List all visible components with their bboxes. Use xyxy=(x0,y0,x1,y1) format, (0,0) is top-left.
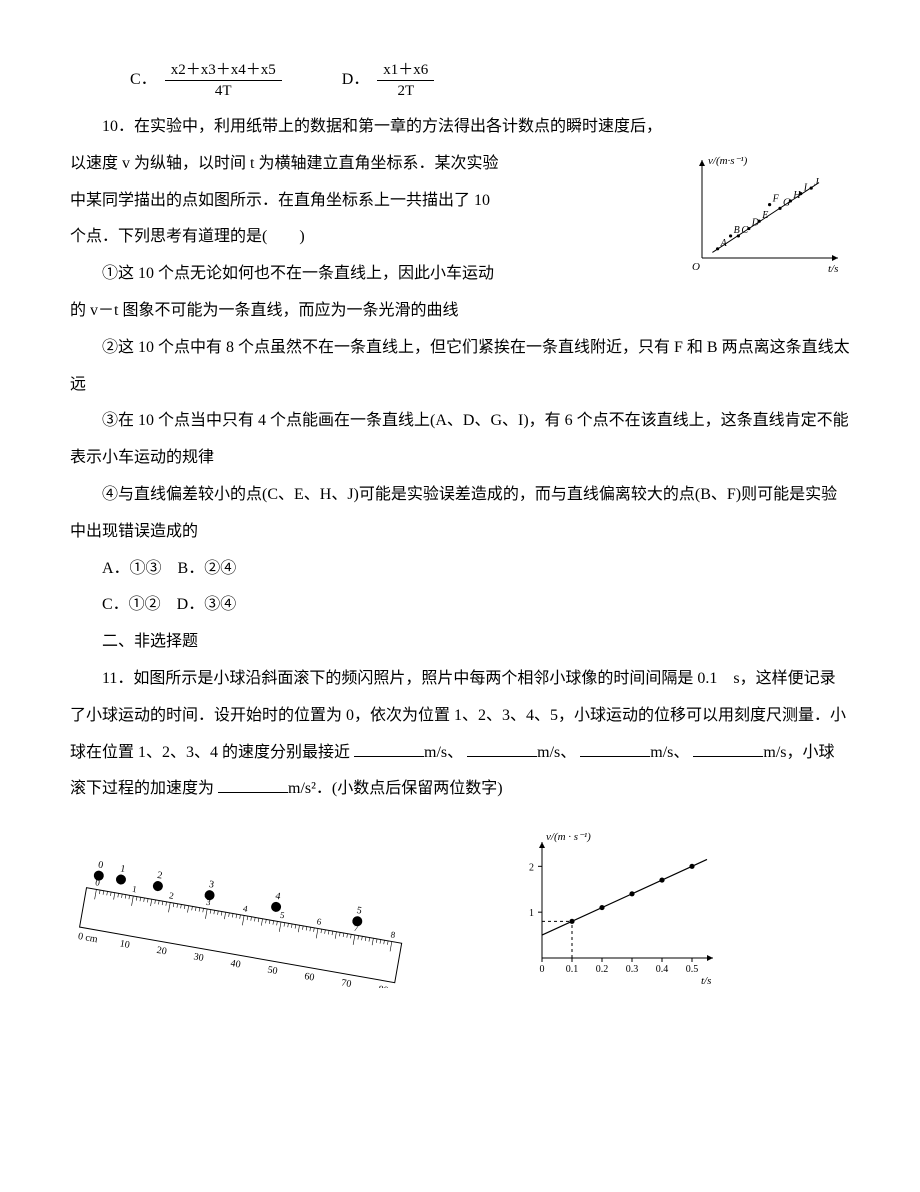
svg-text:D: D xyxy=(751,217,760,228)
svg-text:0: 0 xyxy=(97,860,104,872)
option-label-c: C． xyxy=(130,62,157,99)
q10-statement4: ④与直线偏差较小的点(C、E、H、J)可能是实验误差造成的，而与直线偏离较大的点… xyxy=(70,477,850,551)
svg-text:1: 1 xyxy=(119,864,126,876)
ruler-figure: 0 cm1020304050607080012345678012345 xyxy=(70,838,440,988)
svg-text:6: 6 xyxy=(316,916,323,927)
svg-text:t/s: t/s xyxy=(701,975,711,987)
svg-text:40: 40 xyxy=(230,958,242,971)
q11-text: 11．如图所示是小球沿斜面滚下的频闪照片，照片中每两个相邻小球像的时间间隔是 0… xyxy=(70,661,850,808)
svg-text:4: 4 xyxy=(274,891,281,903)
section-2-heading: 二、非选择题 xyxy=(70,624,850,661)
svg-text:v/(m · s⁻¹): v/(m · s⁻¹) xyxy=(546,831,591,843)
svg-text:E: E xyxy=(761,210,768,221)
svg-text:60: 60 xyxy=(303,971,315,984)
svg-text:A: A xyxy=(720,238,728,249)
svg-text:0.5: 0.5 xyxy=(686,964,699,975)
blank-v3 xyxy=(580,740,650,757)
svg-text:2: 2 xyxy=(156,870,163,882)
svg-text:0 cm: 0 cm xyxy=(77,931,99,945)
svg-text:8: 8 xyxy=(390,929,397,940)
unit1: m/s、 xyxy=(424,744,463,761)
vt-chart: v/(m · s⁻¹) t/s 0 0.1 0.2 0.3 0.4 0.5 1 2 xyxy=(500,818,730,988)
q10-option-row2: C．①② D．③④ xyxy=(70,587,850,624)
svg-text:5: 5 xyxy=(279,910,286,921)
blank-v4 xyxy=(693,740,763,757)
q10-figure: v/(m·s⁻¹) t/s O ABCDEFGHIJ xyxy=(680,150,850,280)
q9-option-c: C． x2＋x3＋x4＋x5 4T xyxy=(130,60,282,101)
q10-statement1b: 的 v－t 图象不可能为一条直线，而应为一条光滑的曲线 xyxy=(70,293,850,330)
svg-text:C: C xyxy=(741,225,748,236)
unit5: m/s²．(小数点后保留两位数字) xyxy=(288,780,503,797)
svg-text:H: H xyxy=(792,190,801,201)
q10-statement3: ③在 10 个点当中只有 4 个点能画在一条直线上(A、D、G、I)，有 6 个… xyxy=(70,403,850,477)
blank-v1 xyxy=(354,740,424,757)
svg-text:G: G xyxy=(783,197,790,208)
svg-text:v/(m·s⁻¹): v/(m·s⁻¹) xyxy=(708,155,748,167)
svg-text:0: 0 xyxy=(540,964,545,975)
fraction-c-den: 4T xyxy=(209,81,238,101)
q9-option-d: D． x1＋x6 2T xyxy=(342,60,435,101)
svg-text:5: 5 xyxy=(356,905,363,917)
q9-options-row: C． x2＋x3＋x4＋x5 4T D． x1＋x6 2T xyxy=(130,60,850,101)
svg-text:0.4: 0.4 xyxy=(656,964,669,975)
q10-statement2: ②这 10 个点中有 8 个点虽然不在一条直线上，但它们紧挨在一条直线附近，只有… xyxy=(70,330,850,404)
svg-text:O: O xyxy=(692,261,700,273)
svg-text:B: B xyxy=(734,225,740,236)
svg-text:0.3: 0.3 xyxy=(626,964,639,975)
svg-text:1: 1 xyxy=(529,908,534,919)
blank-a xyxy=(218,776,288,793)
svg-text:70: 70 xyxy=(340,978,352,989)
unit3: m/s、 xyxy=(650,744,689,761)
svg-text:I: I xyxy=(803,182,808,193)
q10-option-row1: A．①③ B．②④ xyxy=(70,551,850,588)
blank-v2 xyxy=(467,740,537,757)
svg-text:F: F xyxy=(772,193,780,204)
svg-text:2: 2 xyxy=(168,890,174,901)
svg-text:2: 2 xyxy=(529,862,534,873)
q10-intro-line1: 10．在实验中，利用纸带上的数据和第一章的方法得出各计数点的瞬时速度后， xyxy=(70,109,850,146)
svg-text:0.2: 0.2 xyxy=(596,964,609,975)
fraction-c-num: x2＋x3＋x4＋x5 xyxy=(165,60,282,81)
svg-text:30: 30 xyxy=(193,952,205,965)
svg-text:1: 1 xyxy=(131,884,137,895)
q10-scatter-chart: v/(m·s⁻¹) t/s O ABCDEFGHIJ xyxy=(680,150,850,280)
q11-figures-row: 0 cm1020304050607080012345678012345 v/(m… xyxy=(70,818,850,988)
svg-text:10: 10 xyxy=(119,939,131,952)
svg-text:20: 20 xyxy=(156,945,168,958)
svg-text:0.1: 0.1 xyxy=(566,964,579,975)
fraction-c: x2＋x3＋x4＋x5 4T xyxy=(165,60,282,101)
svg-text:4: 4 xyxy=(242,903,249,914)
svg-text:50: 50 xyxy=(267,965,279,978)
fraction-d-den: 2T xyxy=(391,81,420,101)
option-label-d: D． xyxy=(342,62,370,99)
fraction-d: x1＋x6 2T xyxy=(377,60,434,101)
svg-text:J: J xyxy=(814,177,819,188)
svg-text:t/s: t/s xyxy=(828,263,838,275)
unit2: m/s、 xyxy=(537,744,576,761)
svg-text:3: 3 xyxy=(208,879,215,891)
svg-text:80: 80 xyxy=(377,984,389,988)
fraction-d-num: x1＋x6 xyxy=(377,60,434,81)
